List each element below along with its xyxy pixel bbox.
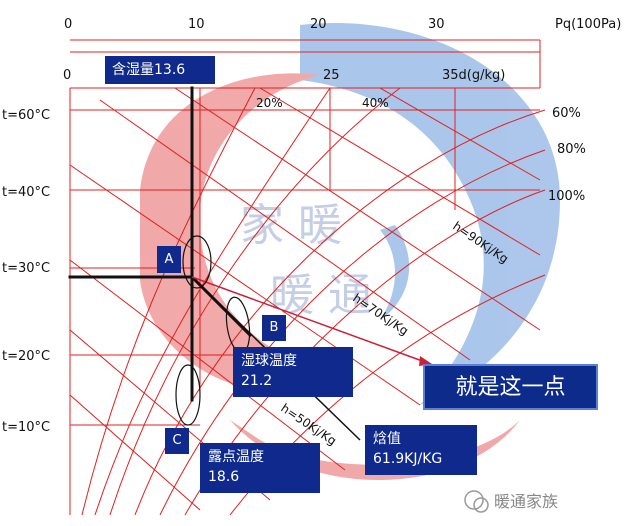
temp-label-60: t=60°C <box>2 108 50 123</box>
temp-label-20: t=20°C <box>2 349 50 364</box>
callout-box: 就是这一点 <box>423 364 598 410</box>
dew-point-box: 露点温度 18.6 <box>200 443 320 493</box>
d-axis-tick-25: 25 <box>323 68 340 83</box>
wet-bulb-title: 湿球温度 <box>241 353 297 369</box>
dew-point-value: 18.6 <box>208 469 240 485</box>
point-b-marker: B <box>262 315 286 341</box>
highlight-ellipses <box>175 235 251 426</box>
rh-label-100: 100% <box>548 189 585 204</box>
rh-label-80: 80% <box>557 142 586 157</box>
point-c-marker: C <box>165 428 189 454</box>
rh-label-40: 40% <box>362 96 389 110</box>
point-a-marker: A <box>157 246 181 273</box>
wet-bulb-value: 21.2 <box>241 373 273 389</box>
callout-arrowhead <box>419 356 432 366</box>
d-axis-tick-35: 35d(g/kg) <box>442 68 505 83</box>
top-axis <box>70 39 541 88</box>
callout-arrow <box>191 276 426 363</box>
moisture-label-box: 含湿量13.6 <box>105 56 215 84</box>
top-axis-tick-20: 20 <box>310 17 327 32</box>
chart-grid <box>69 87 546 516</box>
rh-label-60: 60% <box>552 106 581 121</box>
temp-label-30: t=30°C <box>2 261 50 276</box>
d-axis-tick-0: 0 <box>63 68 71 83</box>
watermark-text-bottom: 暖 通 <box>270 270 372 321</box>
top-axis-tick-0: 0 <box>64 17 72 32</box>
top-axis-tick-30: 30 <box>428 17 445 32</box>
dew-point-title: 露点温度 <box>208 449 264 465</box>
footer-watermark: 暖通家族 <box>464 490 558 513</box>
enthalpy-title: 焓值 <box>373 431 401 447</box>
footer-watermark-text: 暖通家族 <box>494 492 558 511</box>
temp-label-10: t=10°C <box>2 420 50 435</box>
wet-bulb-box: 湿球温度 21.2 <box>233 347 353 397</box>
top-axis-tick-10: 10 <box>188 17 205 32</box>
enthalpy-box: 焓值 61.9KJ/KG <box>365 425 477 475</box>
rh-label-20: 20% <box>256 96 283 110</box>
watermark-text-top: 家 暖 <box>240 200 342 251</box>
top-axis-unit: Pq(100Pa) <box>555 17 621 32</box>
temp-label-40: t=40°C <box>2 185 50 200</box>
enthalpy-value: 61.9KJ/KG <box>373 451 443 467</box>
